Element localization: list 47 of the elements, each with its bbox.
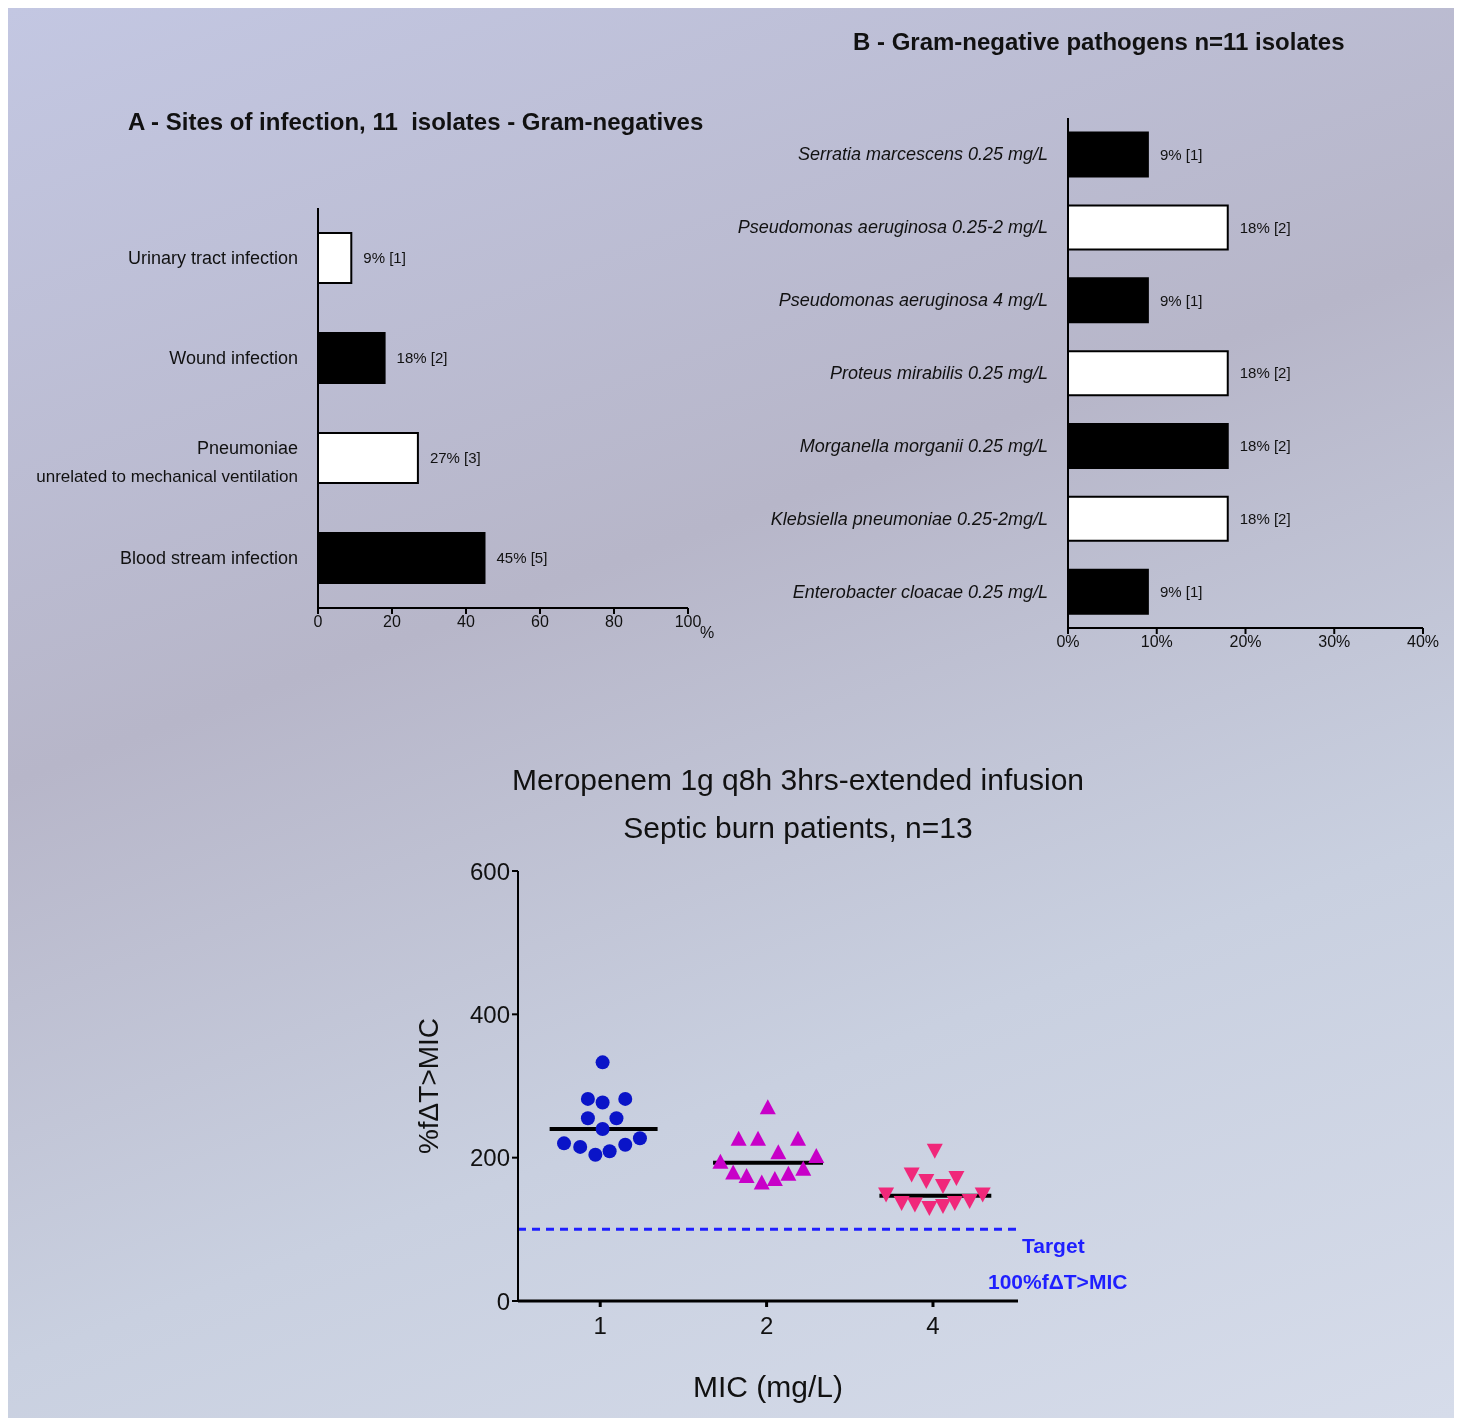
x-tick-label: 1 (593, 1312, 607, 1340)
data-label: 18% [2] (1239, 510, 1291, 528)
x-tick-label: 20 (383, 613, 401, 631)
x-tick-label: 0% (1056, 633, 1080, 651)
y-tick-label: Klebsiella pneumoniae 0.25-2mg/L (770, 508, 1048, 529)
x-tick-label: 10% (1140, 633, 1173, 651)
data-label: 9% [1] (363, 249, 406, 267)
data-label: 45% [5] (496, 549, 548, 567)
y-tick-label: 200 (469, 1144, 510, 1172)
chart-subtitle: Septic burn patients, n=13 (622, 810, 974, 846)
y-tick-label: Pseudomonas aeruginosa 4 mg/L (778, 290, 1048, 311)
y-tick-label: Morganella morganii 0.25 mg/L (799, 435, 1048, 456)
y-tick-label: Serratia marcescens 0.25 mg/L (797, 144, 1048, 165)
data-label: 9% [1] (1159, 291, 1203, 309)
y-tick-label: 0 (496, 1287, 510, 1315)
data-label: 18% [2] (1239, 437, 1291, 455)
data-label: 9% [1] (1159, 145, 1203, 163)
y-tick-label: Pneumoniae unrelated to mechanical ventilation (36, 438, 298, 486)
chart-title: B - Gram-negative pathogens n=11 isolates (853, 28, 1345, 56)
data-label: 18% [2] (1239, 364, 1291, 382)
x-tick-label: 60 (531, 613, 549, 631)
y-tick-label: Urinary tract infection (127, 248, 298, 268)
y-tick-label: Blood stream infection (119, 548, 298, 568)
y-tick-label: Wound infection (169, 348, 298, 368)
x-axis-title: MIC (mg/L) (693, 1370, 843, 1403)
ref-line-label: Target 100%fΔT>MIC (988, 1234, 1128, 1294)
y-axis-title: %fΔT>MIC (412, 1017, 444, 1155)
x-tick-label: 40 (457, 613, 475, 631)
x-axis-title: % (700, 623, 715, 641)
x-tick-label: 80 (605, 613, 623, 631)
chart-title: Meropenem 1g q8h 3hrs-extended infusion (510, 762, 1085, 798)
y-tick-label: Proteus mirabilis 0.25 mg/L (829, 363, 1048, 383)
data-label: 9% [1] (1159, 583, 1203, 601)
x-tick-label: 20% (1229, 633, 1262, 651)
x-tick-label: 2 (759, 1312, 774, 1340)
x-tick-label: 40% (1406, 633, 1440, 651)
data-label: 18% [2] (396, 349, 448, 367)
y-tick-label: 400 (469, 1000, 510, 1028)
x-tick-label: 4 (926, 1312, 940, 1340)
y-tick-label: Pseudomonas aeruginosa 0.25-2 mg/L (737, 217, 1048, 238)
data-label: 18% [2] (1239, 218, 1291, 236)
y-tick-label: Enterobacter cloacae 0.25 mg/L (792, 581, 1048, 602)
data-label: 27% [3] (429, 449, 481, 467)
chart-title: A - Sites of infection, 11 isolates - Gram-negatives (128, 108, 704, 136)
x-tick-label: 30% (1318, 633, 1351, 651)
x-tick-label: 0 (313, 613, 323, 631)
y-tick-label: 600 (469, 857, 510, 885)
